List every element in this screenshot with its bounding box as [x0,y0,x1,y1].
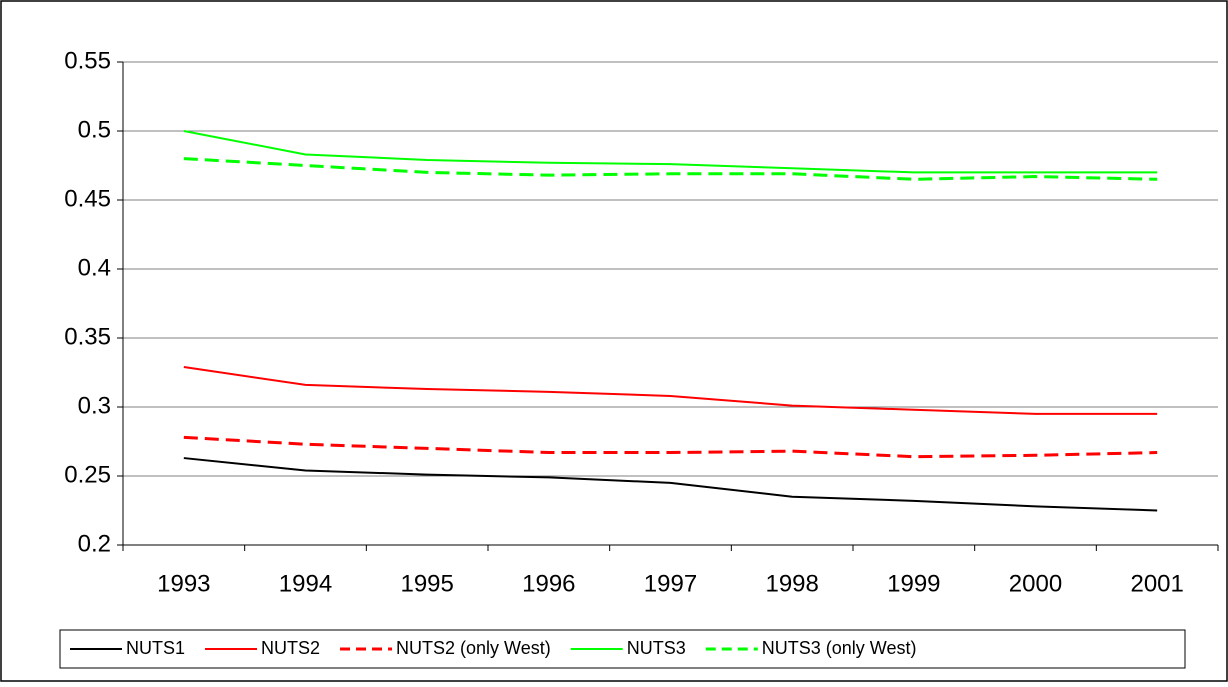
legend-label: NUTS3 (only West) [762,638,917,658]
x-tick-label: 1993 [157,570,210,597]
series-line [183,365,1158,415]
series-line [183,435,1158,459]
x-tick-label: 1994 [279,570,332,597]
y-tick-label: 0.35 [64,323,111,350]
y-tick-label: 0.2 [78,530,111,557]
series-line [183,457,1158,512]
y-tick-label: 0.45 [64,185,111,212]
x-tick-label: 1996 [522,570,575,597]
x-tick-label: 1997 [644,570,697,597]
legend-label: NUTS1 [126,638,185,658]
x-tick-label: 1998 [765,570,818,597]
y-tick-label: 0.25 [64,461,111,488]
y-tick-label: 0.5 [78,116,111,143]
legend-label: NUTS3 [627,638,686,658]
y-tick-label: 0.4 [78,254,111,281]
x-tick-label: 1999 [887,570,940,597]
legend-label: NUTS2 [261,638,320,658]
x-tick-label: 2000 [1009,570,1062,597]
y-tick-label: 0.3 [78,392,111,419]
x-tick-label: 1995 [400,570,453,597]
legend-label: NUTS2 (only West) [396,638,551,658]
x-tick-label: 2001 [1130,570,1183,597]
series-line [183,157,1158,181]
series-line [183,130,1158,174]
y-tick-label: 0.55 [64,47,111,74]
